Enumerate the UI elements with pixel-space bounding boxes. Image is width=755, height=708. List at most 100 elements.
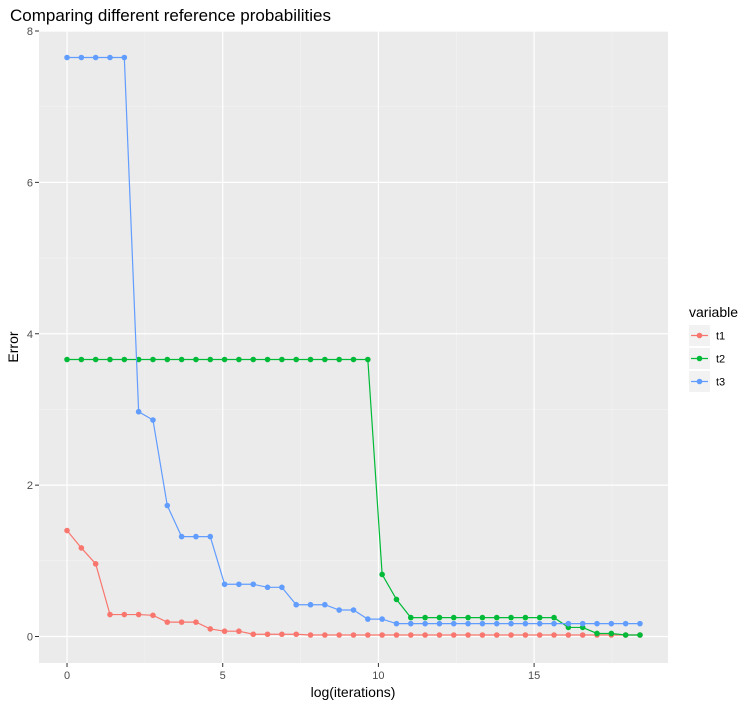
data-point-t2 [207,356,214,363]
data-point-t3 [135,408,142,415]
data-point-t2 [608,630,615,637]
data-point-t3 [207,533,214,540]
data-point-t3 [465,620,471,627]
data-point-t3 [322,601,328,608]
data-point-t2 [551,614,557,621]
data-point-t1 [407,632,414,638]
data-point-t1 [178,619,185,625]
data-point-t2 [293,356,300,363]
chart-title: Comparing different reference probabilit… [10,6,331,25]
legend-label-t2: t2 [716,354,725,366]
data-point-t2 [622,632,629,638]
y-tick-label: 2 [27,480,33,492]
data-point-t1 [465,632,471,638]
legend-title: variable [689,304,738,320]
data-point-t1 [64,527,70,534]
data-point-t2 [135,356,142,363]
data-point-t3 [493,620,500,627]
data-point-t3 [92,54,99,61]
data-point-t2 [493,614,500,621]
x-tick-label: 0 [64,670,70,682]
data-point-t1 [207,626,214,632]
series-layer [64,54,643,638]
data-point-t2 [107,356,113,363]
data-point-t3 [436,620,443,627]
data-point-t3 [551,620,557,627]
y-tick-label: 4 [27,329,33,341]
data-point-t1 [365,632,371,638]
data-point-t3 [78,54,85,61]
data-point-t2 [450,614,457,621]
data-point-t2 [365,356,371,363]
data-point-t3 [350,607,357,613]
data-point-t3 [479,620,486,627]
data-point-t1 [350,632,357,638]
data-point-t3 [422,620,428,627]
data-point-t1 [379,632,385,638]
data-point-t2 [336,356,342,363]
data-point-t3 [221,581,228,588]
data-point-t1 [264,631,271,638]
data-point-t1 [336,632,342,638]
data-point-t1 [236,628,242,635]
y-tick-label: 0 [27,632,33,644]
data-point-t3 [279,584,285,591]
data-point-t2 [465,614,471,621]
data-point-t2 [221,356,228,363]
data-point-t2 [150,356,156,363]
data-point-t3 [107,54,113,61]
data-point-t1 [121,611,128,618]
data-point-t1 [193,619,199,625]
data-point-t3 [193,533,199,540]
data-point-t1 [150,612,156,619]
data-point-t1 [551,632,557,638]
data-point-t1 [422,632,428,638]
data-point-t1 [221,628,228,635]
data-point-t1 [135,611,142,618]
legend-label-t3: t3 [716,377,725,389]
data-point-t3 [64,54,70,61]
data-point-t3 [379,616,385,622]
legend-item-t3: t3 [689,371,725,392]
data-point-t2 [407,614,414,621]
data-point-t3 [450,620,457,627]
data-point-t2 [594,630,600,637]
data-point-t1 [508,632,514,638]
data-point-t3 [365,616,371,622]
legend-key-point [696,355,703,362]
data-point-t1 [164,619,171,625]
data-point-t2 [479,614,486,621]
y-tick-label: 6 [27,177,33,189]
data-point-t2 [250,356,257,363]
data-point-t3 [508,620,514,627]
data-point-t3 [164,502,171,509]
data-point-t2 [92,356,99,363]
series-t3 [64,54,643,627]
legend-item-t1: t1 [689,325,725,346]
legend-item-t2: t2 [689,348,725,369]
data-point-t2 [307,356,314,363]
data-point-t1 [279,631,285,638]
data-point-t2 [264,356,271,363]
data-point-t3 [565,620,572,627]
data-point-t3 [407,620,414,627]
data-point-t3 [336,607,342,613]
x-axis-label: log(iterations) [311,684,396,700]
data-point-t3 [121,54,128,61]
data-point-t1 [493,632,500,638]
data-point-t1 [536,632,543,638]
data-point-t1 [92,561,99,567]
data-point-t1 [307,632,314,638]
y-axis-label: Error [5,331,21,362]
data-point-t3 [608,620,615,627]
data-point-t3 [178,533,185,540]
data-point-t3 [150,417,156,423]
data-point-t2 [236,356,242,363]
data-point-t1 [250,631,257,638]
data-point-t2 [164,356,171,363]
data-point-t1 [78,545,85,551]
data-point-t2 [193,356,199,363]
series-t2 [64,356,643,638]
x-tick-label: 5 [220,670,226,682]
